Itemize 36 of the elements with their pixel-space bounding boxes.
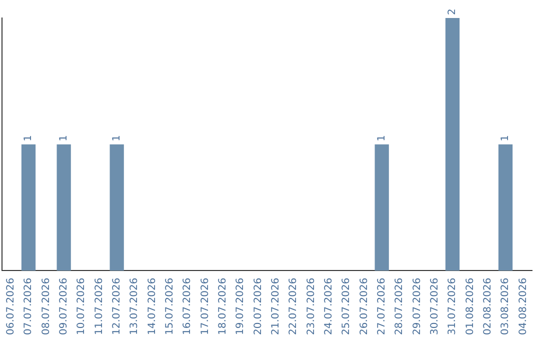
x-tick-label: 07.07.2026 <box>23 278 34 336</box>
x-tick-label: 11.07.2026 <box>94 278 105 336</box>
x-tick-label: 02.08.2026 <box>482 278 494 336</box>
x-tick-label: 13.07.2026 <box>129 278 140 336</box>
data-label: 1 <box>500 134 512 142</box>
x-tick-label: 19.07.2026 <box>235 278 246 336</box>
x-tick-label: 27.07.2026 <box>376 278 388 336</box>
x-tick-label: 15.07.2026 <box>164 278 176 336</box>
x-tick-label: 29.07.2026 <box>412 278 423 336</box>
x-tick-label: 04.08.2026 <box>518 278 529 336</box>
x-tick-label: 10.07.2026 <box>76 278 88 336</box>
x-tick-label: 17.07.2026 <box>200 278 211 336</box>
x-tick-label: 26.07.2026 <box>358 278 370 336</box>
x-tick-label: 16.07.2026 <box>182 278 194 336</box>
x-tick-label: 18.07.2026 <box>217 278 228 336</box>
x-tick-label: 08.07.2026 <box>40 278 52 336</box>
data-label: 1 <box>111 134 122 142</box>
data-label: 1 <box>376 134 388 142</box>
x-tick-label: 23.07.2026 <box>306 278 317 336</box>
x-tick-label: 31.07.2026 <box>447 278 458 336</box>
x-tick-label: 28.07.2026 <box>394 278 406 336</box>
x-tick-label: 20.07.2026 <box>252 278 264 336</box>
x-tick-label: 30.07.2026 <box>429 278 440 336</box>
x-tick-label: 01.08.2026 <box>464 278 476 336</box>
x-tick-label: 25.07.2026 <box>341 278 352 336</box>
x-tick-label: 09.07.2026 <box>58 278 70 336</box>
x-tick-label: 12.07.2026 <box>111 278 122 336</box>
x-tick-label: 14.07.2026 <box>146 278 158 336</box>
x-tick-label: 06.07.2026 <box>5 278 16 336</box>
x-tick-label: 22.07.2026 <box>288 278 300 336</box>
x-tick-label: 03.08.2026 <box>500 278 512 336</box>
data-label: 2 <box>447 8 458 15</box>
data-label: 1 <box>58 134 70 142</box>
data-label: 1 <box>23 134 34 142</box>
x-tick-label: 24.07.2026 <box>323 278 334 336</box>
x-tick-label: 21.07.2026 <box>270 278 282 336</box>
